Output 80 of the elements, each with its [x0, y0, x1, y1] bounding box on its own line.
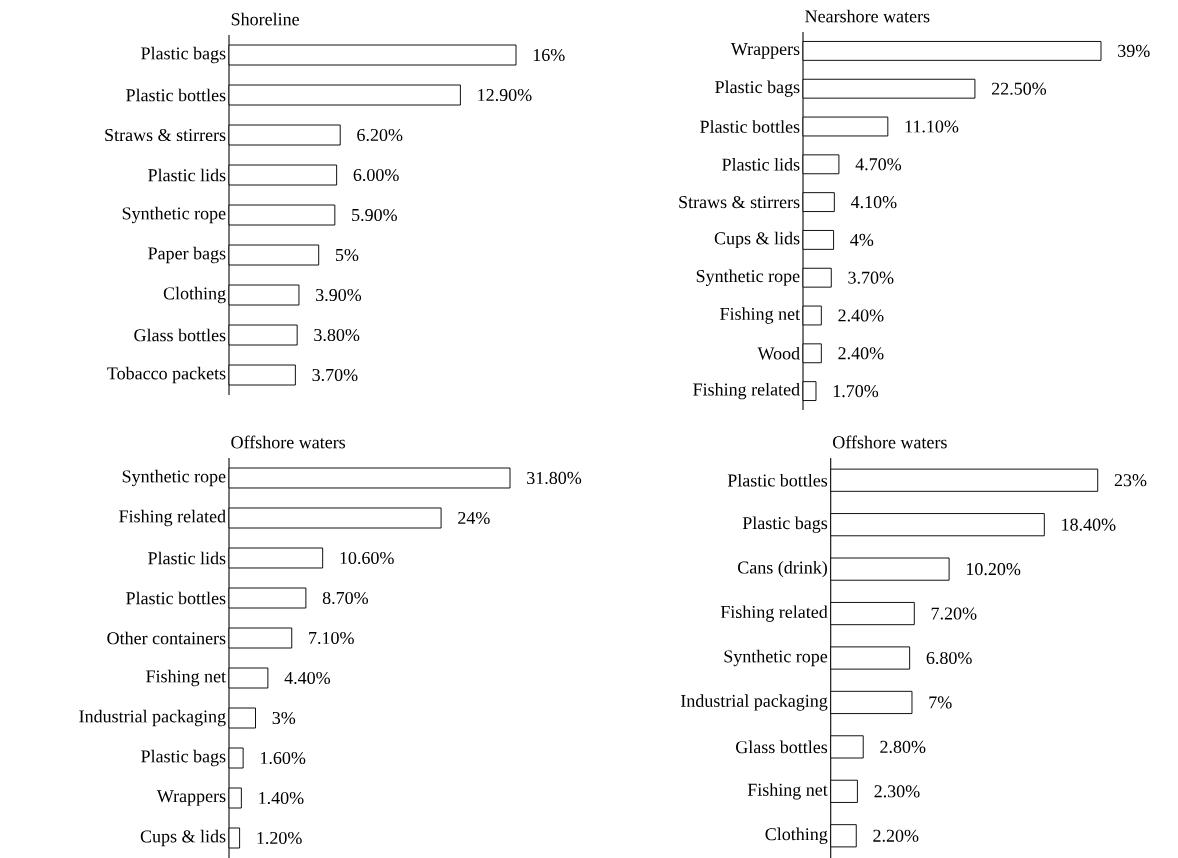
y-tick-label: Clothing: [765, 827, 828, 844]
data-label: 8.70%: [322, 591, 369, 605]
data-label: 3%: [272, 711, 296, 725]
data-label: 5%: [336, 248, 359, 262]
data-label: 12.90%: [478, 88, 532, 102]
data-label: 2.30%: [874, 785, 920, 798]
y-tick-label: Fishing net: [747, 783, 828, 800]
data-label: 10.60%: [340, 551, 394, 565]
y-tick-label: Synthetic rope: [724, 649, 828, 667]
y-tick-label: Industrial packaging: [79, 709, 226, 727]
y-tick-label: Wrappers: [730, 43, 800, 59]
data-label: 6.20%: [357, 128, 403, 142]
y-tick-label: Plastic lids: [722, 157, 800, 171]
y-tick-label: Plastic bags: [742, 516, 828, 533]
y-tick-label: Industrial packaging: [680, 694, 828, 711]
data-label: 3.70%: [848, 271, 894, 284]
y-tick-label: Plastic bottles: [126, 88, 226, 102]
y-tick-label: Cans (drink): [738, 560, 827, 578]
data-label: 4.70%: [855, 158, 902, 171]
y-tick-label: Other containers: [107, 631, 226, 645]
data-label: 4.40%: [284, 671, 331, 685]
data-label: 3.90%: [316, 288, 362, 302]
data-label: 5.90%: [352, 208, 397, 222]
y-tick-label: Plastic bottles: [700, 120, 800, 133]
data-label: 4%: [850, 233, 874, 246]
data-label: 4.10%: [850, 195, 897, 209]
y-tick-label: Fishing related: [693, 382, 800, 400]
y-tick-label: Synthetic rope: [696, 269, 800, 286]
y-tick-label: Plastic bottles: [727, 473, 828, 487]
y-tick-label: Wood: [757, 346, 800, 360]
data-label: 18.40%: [1062, 518, 1116, 531]
data-label: 24%: [458, 511, 490, 525]
data-label: 3.70%: [312, 368, 358, 382]
y-tick-label: Tobacco packets: [107, 366, 226, 384]
data-label: 10.20%: [966, 563, 1021, 576]
data-label: 2.40%: [838, 309, 884, 322]
data-label: 11.10%: [905, 120, 959, 133]
chart-title: Nearshore waters: [805, 9, 930, 23]
y-tick-label: Fishing net: [720, 307, 800, 324]
data-label: 23%: [1114, 474, 1147, 487]
y-tick-label: Plastic lids: [148, 168, 226, 182]
chart-title: Shoreline: [231, 12, 299, 26]
data-label: 16%: [533, 48, 565, 62]
y-tick-label: Plastic bags: [715, 80, 800, 97]
y-tick-label: Paper bags: [148, 246, 226, 264]
data-label: 7.10%: [309, 631, 354, 645]
y-tick-label: Straws & stirrers: [105, 128, 226, 142]
data-label: 1.20%: [257, 831, 302, 845]
y-tick-label: Synthetic rope: [122, 469, 226, 487]
y-tick-label: Glass bottles: [134, 328, 226, 342]
y-tick-label: Cups & lids: [140, 829, 226, 847]
y-tick-label: Synthetic rope: [122, 206, 226, 224]
chart-title: Offshore waters: [833, 435, 947, 449]
y-tick-label: Cups & lids: [714, 231, 800, 249]
y-tick-label: Glass bottles: [736, 740, 828, 754]
y-tick-label: Fishing related: [720, 605, 828, 622]
y-tick-label: Straws & stirrers: [679, 196, 800, 209]
data-label: 3.80%: [314, 328, 360, 342]
data-label: 2.40%: [838, 347, 884, 360]
data-label: 31.80%: [527, 471, 582, 485]
chart-title: Offshore waters: [231, 435, 346, 449]
y-tick-label: Plastic bags: [141, 749, 226, 767]
data-label: 7.20%: [931, 607, 977, 620]
y-tick-label: Plastic bags: [141, 46, 226, 64]
data-label: 1.70%: [833, 384, 879, 398]
y-tick-label: Clothing: [163, 286, 226, 304]
y-tick-label: Wrappers: [156, 790, 226, 806]
data-label: 7%: [929, 696, 952, 709]
y-tick-label: Fishing related: [119, 509, 226, 527]
data-label: 1.40%: [259, 791, 304, 805]
data-label: 39%: [1118, 44, 1150, 57]
data-label: 2.80%: [880, 740, 926, 754]
data-label: 6.80%: [926, 651, 972, 665]
data-label: 6.00%: [353, 168, 399, 182]
y-tick-label: Plastic bottles: [126, 591, 226, 605]
data-label: 22.50%: [991, 82, 1047, 95]
y-tick-label: Plastic lids: [148, 551, 226, 565]
data-label: 1.60%: [261, 751, 306, 765]
y-tick-label: Fishing net: [146, 669, 226, 687]
data-label: 2.20%: [873, 829, 919, 842]
